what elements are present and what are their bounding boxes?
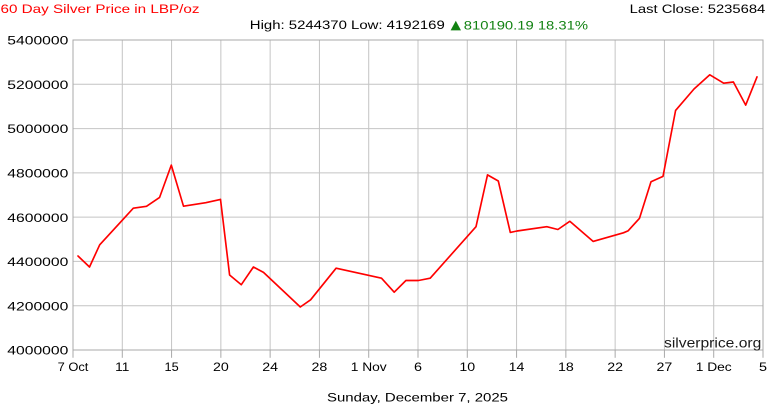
svg-text:20: 20 (213, 360, 229, 374)
svg-text:silverprice.org: silverprice.org (664, 335, 761, 351)
svg-text:60 Day Silver Price in LBP/oz: 60 Day Silver Price in LBP/oz (1, 2, 200, 16)
svg-text:18: 18 (558, 360, 574, 374)
svg-text:1 Dec: 1 Dec (696, 360, 732, 374)
svg-text:4400000: 4400000 (7, 255, 68, 269)
svg-text:27: 27 (657, 360, 673, 374)
svg-text:Last Close: 5235684: Last Close: 5235684 (630, 2, 766, 16)
svg-text:28: 28 (312, 360, 328, 374)
svg-text:5: 5 (759, 360, 767, 374)
svg-text:22: 22 (607, 360, 623, 374)
svg-text:10: 10 (459, 360, 475, 374)
svg-text:7 Oct: 7 Oct (58, 360, 89, 374)
svg-text:Sunday, December 7, 2025: Sunday, December 7, 2025 (327, 391, 508, 405)
svg-text:24: 24 (262, 360, 278, 374)
svg-text:High: 5244370 Low: 4192169: High: 5244370 Low: 4192169 (250, 18, 445, 32)
svg-text:14: 14 (509, 360, 525, 374)
svg-text:4000000: 4000000 (7, 344, 68, 358)
svg-text:5000000: 5000000 (7, 122, 68, 136)
svg-text:4200000: 4200000 (7, 299, 68, 313)
svg-text:810190.19 18.31%: 810190.19 18.31% (464, 18, 588, 32)
svg-text:6: 6 (414, 360, 422, 374)
svg-text:5200000: 5200000 (7, 78, 68, 92)
svg-text:11: 11 (115, 360, 129, 374)
svg-text:1 Nov: 1 Nov (351, 360, 388, 374)
svg-text:4800000: 4800000 (7, 167, 68, 181)
svg-text:15: 15 (164, 360, 178, 374)
svg-text:5400000: 5400000 (7, 34, 68, 48)
svg-text:4600000: 4600000 (7, 211, 68, 225)
